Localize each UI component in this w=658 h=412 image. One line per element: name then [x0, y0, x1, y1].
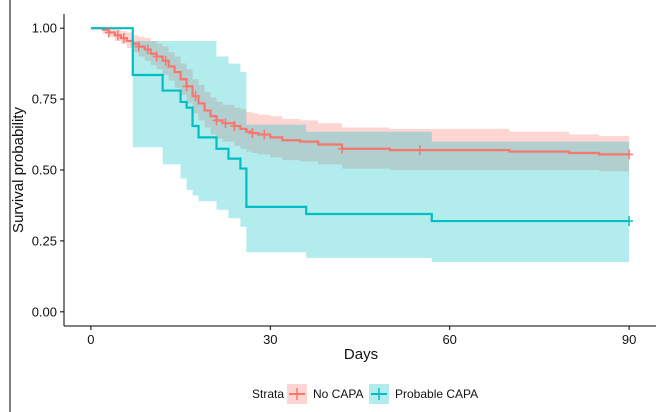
y-tick-label: 1.00: [32, 21, 57, 36]
legend-label-no-capa: No CAPA: [313, 387, 363, 401]
censor-mark-no-capa: [212, 115, 221, 126]
censor-mark-no-capa: [152, 51, 161, 62]
legend-label-probable-capa: Probable CAPA: [395, 387, 478, 401]
x-axis-title: Days: [344, 346, 378, 363]
censor-mark-no-capa: [191, 91, 200, 102]
x-tick-label: 0: [87, 332, 94, 347]
plot-area: [90, 27, 634, 263]
censor-mark-no-capa: [248, 128, 257, 139]
censor-mark-no-capa: [625, 149, 634, 160]
censor-mark-no-capa: [230, 121, 239, 132]
censor-mark-no-capa: [338, 143, 347, 154]
censor-mark-no-capa: [182, 81, 191, 92]
censor-mark-no-capa: [134, 41, 143, 52]
confidence-band-probable-capa: [90, 28, 630, 263]
y-axis-title: Survival probability: [10, 107, 27, 233]
censor-mark-no-capa: [143, 44, 152, 55]
x-tick-label: 60: [442, 332, 456, 347]
censor-mark-probable-capa: [625, 216, 634, 227]
axis-ticks: 0.00 0.25 0.50 0.75 1.00 0 30 60 90: [32, 21, 637, 347]
y-tick-label: 0.75: [32, 92, 57, 107]
confidence-band-no-capa: [90, 28, 630, 172]
censor-mark-no-capa: [113, 30, 122, 41]
x-tick-label: 90: [622, 332, 636, 347]
legend: Strata No CAPA Probable CAPA: [252, 384, 478, 404]
x-tick-label: 30: [263, 332, 277, 347]
y-tick-label: 0.00: [32, 304, 57, 319]
censor-mark-no-capa: [415, 145, 424, 156]
censor-mark-no-capa: [260, 129, 269, 140]
censor-mark-no-capa: [221, 118, 230, 129]
survival-line-probable-capa: [90, 27, 630, 223]
censor-mark-no-capa: [104, 27, 113, 38]
censor-mark-no-capa: [161, 55, 170, 66]
legend-title: Strata: [252, 387, 284, 401]
y-tick-label: 0.50: [32, 163, 57, 178]
censor-mark-no-capa: [119, 33, 128, 44]
y-tick-label: 0.25: [32, 233, 57, 248]
